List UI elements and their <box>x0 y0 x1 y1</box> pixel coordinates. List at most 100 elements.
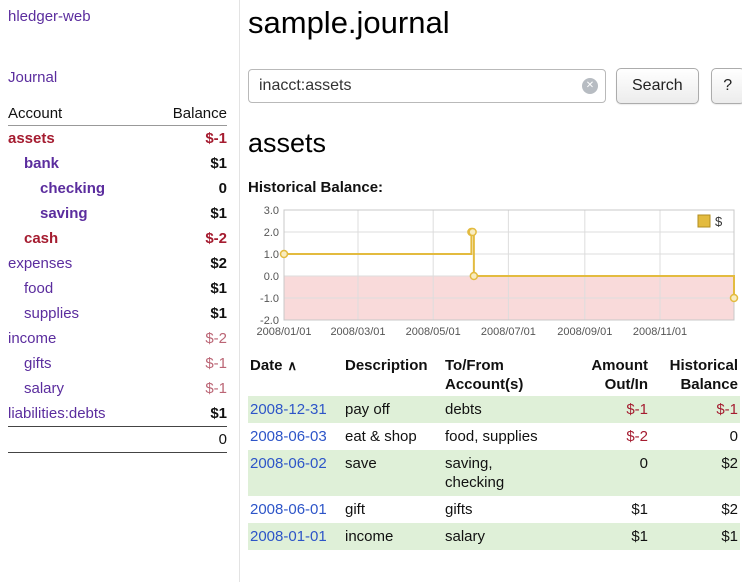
transaction-row: 2008-01-01 income salary $1 $1 <box>248 523 740 550</box>
account-row: salary $-1 <box>8 376 227 401</box>
transaction-amount: $-1 <box>626 401 648 418</box>
svg-text:2008/11/01: 2008/11/01 <box>633 326 687 338</box>
account-balance: $1 <box>210 305 227 322</box>
search-input-wrap: ✕ <box>248 69 606 103</box>
account-column-header: Account <box>8 105 63 122</box>
chart-title: Historical Balance: <box>248 179 384 196</box>
account-row: checking 0 <box>8 176 227 201</box>
sort-ascending-icon: ∧ <box>287 358 298 373</box>
transaction-balance: $-1 <box>716 401 738 418</box>
transaction-accounts: gifts <box>445 501 473 518</box>
register-table: Date ∧ Description To/From Account(s) Amo… <box>248 354 740 550</box>
register-header-amount: Amount Out/In <box>591 357 648 393</box>
transaction-amount: $1 <box>631 528 648 545</box>
account-balance: $-2 <box>205 230 227 247</box>
main-content: sample.journal ✕ Search ? assets Histori… <box>240 0 742 582</box>
search-input[interactable] <box>248 69 606 103</box>
transaction-row: 2008-06-02 save saving, checking 0 $2 <box>248 450 740 496</box>
transaction-description: eat & shop <box>345 428 417 445</box>
account-row: assets $-1 <box>8 126 227 151</box>
account-balance: $1 <box>210 280 227 297</box>
account-link-food[interactable]: food <box>24 280 54 297</box>
account-link-assets[interactable]: assets <box>8 130 55 147</box>
account-row: food $1 <box>8 276 227 301</box>
account-link-saving[interactable]: saving <box>40 205 88 222</box>
account-link-checking[interactable]: checking <box>40 180 106 197</box>
accounts-total-row: 0 <box>8 426 227 453</box>
accounts-total-value: 0 <box>218 431 227 448</box>
svg-text:3.0: 3.0 <box>264 205 279 217</box>
account-link-supplies[interactable]: supplies <box>24 305 80 322</box>
account-balance: $-1 <box>205 380 227 397</box>
help-button[interactable]: ? <box>710 68 742 104</box>
search-button[interactable]: Search <box>616 68 699 104</box>
account-link-gifts[interactable]: gifts <box>24 355 52 372</box>
transaction-amount: $1 <box>631 501 648 518</box>
transaction-row: 2008-06-03 eat & shop food, supplies $-2… <box>248 423 740 450</box>
account-balance: $1 <box>210 405 227 422</box>
svg-text:2008/07/01: 2008/07/01 <box>481 326 536 338</box>
transaction-amount: 0 <box>639 455 648 472</box>
transaction-description: pay off <box>345 401 390 418</box>
transaction-amount: $-2 <box>626 428 648 445</box>
transaction-description: save <box>345 455 377 472</box>
account-balance: $1 <box>210 155 227 172</box>
account-row: income $-2 <box>8 326 227 351</box>
account-balance: $-1 <box>205 355 227 372</box>
account-link-expenses[interactable]: expenses <box>8 255 73 272</box>
account-row: bank $1 <box>8 151 227 176</box>
svg-text:2.0: 2.0 <box>264 227 279 239</box>
svg-text:1.0: 1.0 <box>264 249 279 261</box>
account-balance: $-1 <box>205 130 227 147</box>
app-title-link[interactable]: hledger-web <box>8 8 91 25</box>
transaction-date-link[interactable]: 2008-06-01 <box>250 501 327 518</box>
transaction-description: gift <box>345 501 366 518</box>
transaction-date-link[interactable]: 2008-06-02 <box>250 455 327 472</box>
svg-text:-1.0: -1.0 <box>260 293 279 305</box>
transaction-description: income <box>345 528 394 545</box>
svg-text:0.0: 0.0 <box>264 271 279 283</box>
account-row: supplies $1 <box>8 301 227 326</box>
balance-column-header: Balance <box>172 105 227 122</box>
transaction-balance: $2 <box>721 455 738 472</box>
transaction-balance: 0 <box>729 428 738 445</box>
transaction-row: 2008-12-31 pay off debts $-1 $-1 <box>248 396 740 423</box>
svg-text:2008/09/01: 2008/09/01 <box>557 326 612 338</box>
account-balance: 0 <box>218 180 227 197</box>
register-header-account: To/From Account(s) <box>445 357 524 393</box>
sidebar-item-journal[interactable]: Journal <box>8 69 58 86</box>
account-link-cash[interactable]: cash <box>24 230 59 247</box>
transaction-date-link[interactable]: 2008-06-03 <box>250 428 327 445</box>
accounts-table-header: Account Balance <box>8 102 227 126</box>
register-header-date[interactable]: Date ∧ <box>250 357 298 374</box>
transaction-accounts: saving, checking <box>445 455 505 491</box>
account-row: saving $1 <box>8 201 227 226</box>
transaction-date-link[interactable]: 2008-01-01 <box>250 528 327 545</box>
svg-text:2008/05/01: 2008/05/01 <box>406 326 461 338</box>
account-balance: $2 <box>210 255 227 272</box>
account-row: cash $-2 <box>8 226 227 251</box>
accounts-table: Account Balance assets $-1 bank $1 check… <box>8 102 227 453</box>
account-row: gifts $-1 <box>8 351 227 376</box>
account-link-income[interactable]: income <box>8 330 57 347</box>
account-heading: assets <box>248 128 327 158</box>
transaction-accounts: debts <box>445 401 482 418</box>
transaction-accounts: salary <box>445 528 486 545</box>
search-bar: ✕ Search ? <box>248 68 742 104</box>
account-link-bank[interactable]: bank <box>24 155 60 172</box>
transaction-accounts: food, supplies <box>445 428 538 445</box>
transaction-balance: $2 <box>721 501 738 518</box>
account-balance: $1 <box>210 205 227 222</box>
transaction-row: 2008-06-01 gift gifts $1 $2 <box>248 496 740 523</box>
account-link-liabilities-debts[interactable]: liabilities:debts <box>8 405 106 422</box>
account-link-salary[interactable]: salary <box>24 380 65 397</box>
transaction-date-link[interactable]: 2008-12-31 <box>250 401 327 418</box>
register-header-row: Date ∧ Description To/From Account(s) Amo… <box>248 354 740 396</box>
clear-search-icon[interactable]: ✕ <box>582 78 598 94</box>
register-header-description: Description <box>345 357 428 374</box>
account-row: liabilities:debts $1 <box>8 401 227 426</box>
sidebar: hledger-web Journal Account Balance asse… <box>0 0 240 582</box>
page-title: sample.journal <box>248 5 450 40</box>
svg-text:2008/03/01: 2008/03/01 <box>330 326 385 338</box>
